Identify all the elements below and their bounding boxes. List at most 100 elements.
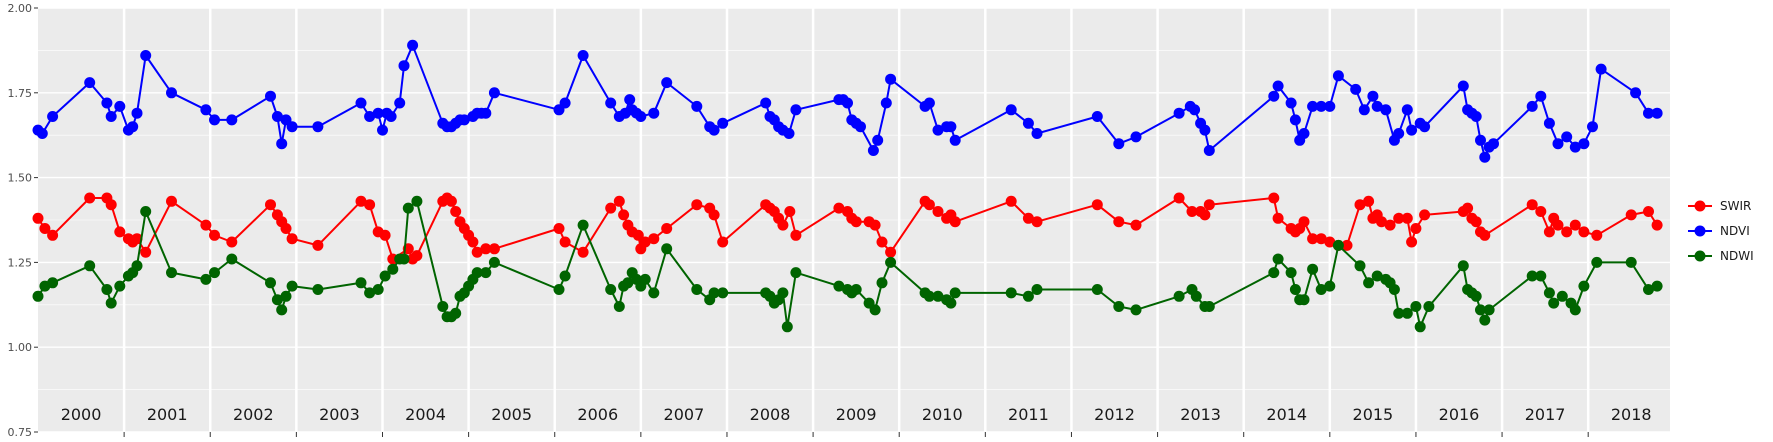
data-point-swir (1298, 216, 1310, 228)
data-point-ndvi (226, 114, 238, 126)
data-point-ndvi (1298, 128, 1310, 139)
data-point-ndvi (1526, 100, 1538, 112)
data-point-ndvi (312, 121, 324, 133)
data-point-ndwi (1625, 256, 1637, 268)
data-point-ndwi (1113, 301, 1125, 312)
data-point-ndvi (1651, 107, 1663, 119)
data-point-swir (605, 202, 617, 214)
data-point-ndwi (1031, 284, 1043, 295)
data-point-swir (784, 206, 796, 217)
data-point-swir (1022, 212, 1034, 224)
data-point-ndvi (488, 87, 500, 99)
data-point-swir (355, 195, 367, 207)
data-point-ndwi (1022, 290, 1034, 302)
y-tick-label: 1.00 (8, 341, 33, 354)
data-point-ndwi (1363, 277, 1375, 289)
x-axis: 2000 2001 2002 2003 2004 2005 2006 2007 2008 2009… (61, 405, 1652, 437)
data-point-swir (105, 199, 117, 211)
data-point-ndwi (480, 267, 492, 279)
year-label: 2007 (664, 405, 705, 424)
data-point-swir (1173, 192, 1185, 204)
year-label: 2017 (1525, 405, 1566, 424)
data-point-swir (1406, 236, 1418, 248)
legend: SWIR NDVI NDWI (1688, 199, 1754, 263)
data-point-ndwi (777, 287, 789, 299)
data-point-ndvi (286, 121, 298, 133)
year-label: 2016 (1439, 405, 1480, 424)
data-point-ndvi (1285, 97, 1297, 109)
data-point-ndwi (1591, 256, 1603, 268)
legend-label: NDVI (1720, 224, 1750, 238)
data-point-ndwi (553, 284, 565, 295)
data-point-ndwi (1470, 290, 1482, 302)
data-point-ndvi (1479, 151, 1491, 163)
year-label: 2009 (836, 405, 877, 424)
data-point-ndwi (622, 277, 634, 289)
data-point-ndwi (101, 284, 113, 295)
data-point-swir (1354, 199, 1366, 211)
data-point-ndvi (1569, 141, 1581, 153)
y-axis: 0.75 1.00 1.25 1.50 1.75 2.00 (8, 2, 38, 439)
data-point-swir (1393, 212, 1405, 224)
data-point-ndwi (833, 280, 845, 292)
data-point-ndwi (437, 301, 449, 312)
data-point-ndvi (1005, 104, 1017, 116)
data-point-swir (1272, 212, 1284, 224)
year-label: 2018 (1611, 405, 1652, 424)
data-point-ndvi (605, 97, 617, 109)
data-point-ndwi (1401, 307, 1413, 319)
data-point-ndwi (691, 284, 703, 295)
data-point-ndvi (131, 107, 143, 119)
year-label: 2015 (1353, 405, 1394, 424)
data-point-ndvi (635, 111, 647, 122)
data-point-ndvi (885, 73, 897, 85)
data-point-ndwi (932, 290, 944, 302)
data-point-ndwi (131, 260, 143, 272)
data-point-swir (140, 246, 152, 258)
data-point-ndvi (1189, 104, 1201, 116)
data-point-ndvi (1289, 114, 1301, 126)
data-point-ndwi (1393, 307, 1405, 319)
data-point-ndvi (200, 104, 212, 116)
data-point-ndvi (717, 117, 729, 129)
data-point-ndwi (398, 253, 410, 265)
data-point-swir (84, 192, 96, 204)
data-point-ndwi (1423, 301, 1435, 312)
data-point-swir (1410, 223, 1422, 234)
data-point-swir (445, 195, 457, 207)
data-point-swir (661, 223, 673, 234)
data-point-ndvi (458, 114, 470, 126)
data-point-swir (577, 246, 589, 258)
data-point-swir (1651, 219, 1663, 231)
data-point-ndwi (1578, 280, 1590, 292)
y-tick-label: 1.25 (8, 256, 33, 269)
data-point-swir (312, 239, 324, 251)
data-point-swir (1470, 216, 1482, 228)
data-point-swir (209, 229, 220, 241)
legend-item-swir: SWIR (1688, 199, 1751, 213)
year-label: 2011 (1008, 405, 1049, 424)
data-point-swir (648, 233, 660, 245)
data-point-ndvi (364, 111, 376, 122)
data-point-ndwi (876, 277, 888, 289)
data-point-swir (632, 229, 644, 241)
data-point-ndwi (47, 277, 59, 289)
data-point-ndvi (661, 77, 673, 89)
data-point-ndwi (364, 287, 376, 299)
data-point-ndvi (1475, 134, 1486, 146)
data-point-ndvi (648, 107, 660, 119)
data-point-ndvi (691, 100, 703, 112)
year-label: 2001 (147, 405, 188, 424)
data-point-ndwi (613, 301, 625, 312)
data-point-ndvi (1173, 107, 1185, 119)
data-point-swir (932, 206, 944, 217)
data-point-swir (166, 195, 177, 207)
data-point-ndwi (450, 307, 462, 319)
data-point-ndvi (1595, 63, 1607, 75)
data-point-swir (1091, 199, 1103, 211)
data-point-ndwi (84, 260, 96, 272)
data-point-ndwi (1548, 297, 1560, 309)
data-point-ndvi (1552, 138, 1564, 150)
data-point-swir (480, 243, 492, 255)
data-point-ndvi (355, 97, 367, 109)
